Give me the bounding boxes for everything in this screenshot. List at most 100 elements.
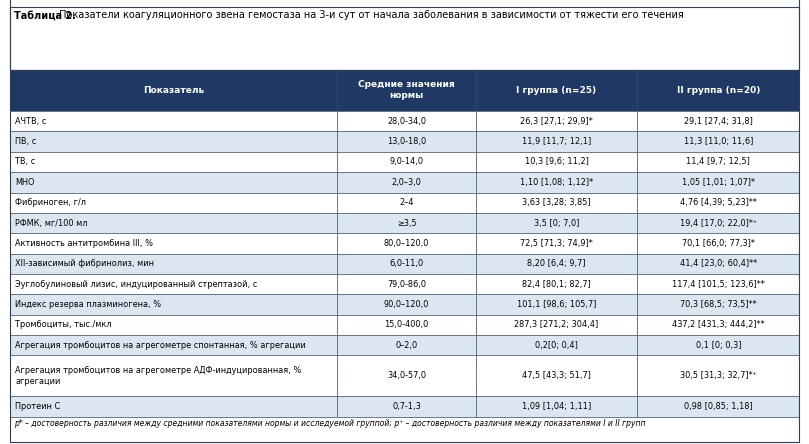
Text: 11,9 [11,7; 12,1]: 11,9 [11,7; 12,1] — [522, 137, 591, 146]
Text: 0–2,0: 0–2,0 — [396, 341, 417, 350]
Bar — [337, 193, 476, 213]
Text: 13,0-18,0: 13,0-18,0 — [387, 137, 426, 146]
Bar — [337, 315, 476, 335]
Bar — [10, 193, 337, 213]
Text: 3,63 [3,28; 3,85]: 3,63 [3,28; 3,85] — [522, 198, 591, 207]
Bar — [337, 131, 476, 152]
Bar — [10, 70, 337, 111]
Bar — [337, 213, 476, 233]
Text: 19,4 [17,0; 22,0]*⁺: 19,4 [17,0; 22,0]*⁺ — [680, 218, 757, 228]
Text: Средние значения
нормы: Средние значения нормы — [358, 80, 455, 100]
Bar — [637, 335, 799, 356]
Text: 70,3 [68,5; 73,5]**: 70,3 [68,5; 73,5]** — [680, 300, 756, 309]
Text: 0,1 [0; 0,3]: 0,1 [0; 0,3] — [696, 341, 741, 350]
Text: 287,3 [271,2; 304,4]: 287,3 [271,2; 304,4] — [515, 321, 599, 329]
Text: АЧТВ, с: АЧТВ, с — [15, 117, 47, 126]
Bar — [10, 7, 799, 70]
Text: Показатель: Показатель — [143, 86, 204, 95]
Bar — [337, 335, 476, 356]
Text: РФМК, мг/100 мл: РФМК, мг/100 мл — [15, 218, 88, 228]
Bar — [476, 294, 637, 315]
Bar — [637, 152, 799, 172]
Text: Агрегация тромбоцитов на агрегометре АДФ-индуцированная, %
агрегации: Агрегация тромбоцитов на агрегометре АДФ… — [15, 366, 302, 386]
Bar — [476, 152, 637, 172]
Bar — [337, 152, 476, 172]
Text: 1,05 [1,01; 1,07]*: 1,05 [1,01; 1,07]* — [682, 178, 755, 187]
Bar — [637, 233, 799, 254]
Bar — [476, 193, 637, 213]
Bar — [337, 396, 476, 416]
Bar — [637, 131, 799, 152]
Bar — [476, 233, 637, 254]
Text: 15,0-400,0: 15,0-400,0 — [384, 321, 429, 329]
Bar — [637, 274, 799, 294]
Text: 0,7-1,3: 0,7-1,3 — [392, 402, 421, 411]
Bar — [476, 315, 637, 335]
Text: 6,0-11,0: 6,0-11,0 — [389, 259, 424, 268]
Bar — [10, 131, 337, 152]
Bar — [337, 233, 476, 254]
Bar — [10, 274, 337, 294]
Bar — [10, 416, 799, 442]
Text: 4,76 [4,39; 5,23]**: 4,76 [4,39; 5,23]** — [680, 198, 756, 207]
Text: Фибриноген, г/л: Фибриноген, г/л — [15, 198, 87, 207]
Text: 0,2[0; 0,4]: 0,2[0; 0,4] — [535, 341, 578, 350]
Bar — [10, 294, 337, 315]
Bar — [10, 356, 337, 396]
Bar — [637, 111, 799, 131]
Text: 80,0–120,0: 80,0–120,0 — [383, 239, 429, 248]
Text: 101,1 [98,6; 105,7]: 101,1 [98,6; 105,7] — [517, 300, 596, 309]
Bar — [10, 70, 799, 442]
Bar — [637, 356, 799, 396]
Bar — [637, 254, 799, 274]
Bar — [10, 111, 337, 131]
Text: 2–4: 2–4 — [399, 198, 413, 207]
Bar — [637, 193, 799, 213]
Bar — [476, 254, 637, 274]
Text: 30,5 [31,3; 32,7]*⁺: 30,5 [31,3; 32,7]*⁺ — [680, 371, 756, 381]
Text: 82,4 [80,1; 82,7]: 82,4 [80,1; 82,7] — [522, 280, 591, 289]
Text: 1,09 [1,04; 1,11]: 1,09 [1,04; 1,11] — [522, 402, 591, 411]
Bar — [337, 254, 476, 274]
Text: 8,20 [6,4; 9,7]: 8,20 [6,4; 9,7] — [527, 259, 586, 268]
Text: 0,98 [0,85; 1,18]: 0,98 [0,85; 1,18] — [684, 402, 752, 411]
Text: 72,5 [71,3; 74,9]*: 72,5 [71,3; 74,9]* — [520, 239, 593, 248]
Bar — [476, 213, 637, 233]
Text: Тромбоциты, тыс./мкл: Тромбоциты, тыс./мкл — [15, 321, 112, 329]
Bar — [476, 396, 637, 416]
Text: ТВ, с: ТВ, с — [15, 158, 36, 166]
Text: 26,3 [27,1; 29,9]*: 26,3 [27,1; 29,9]* — [520, 117, 593, 126]
Text: 11,4 [9,7; 12,5]: 11,4 [9,7; 12,5] — [686, 158, 750, 166]
Text: 70,1 [66,0; 77,3]*: 70,1 [66,0; 77,3]* — [682, 239, 755, 248]
Text: 1,10 [1,08; 1,12]*: 1,10 [1,08; 1,12]* — [520, 178, 593, 187]
Bar — [476, 70, 637, 111]
Text: ПВ, с: ПВ, с — [15, 137, 36, 146]
Text: 41,4 [23,0; 60,4]**: 41,4 [23,0; 60,4]** — [680, 259, 757, 268]
Bar — [10, 172, 337, 193]
Text: 437,2 [431,3; 444,2]**: 437,2 [431,3; 444,2]** — [672, 321, 765, 329]
Text: 79,0-86,0: 79,0-86,0 — [387, 280, 426, 289]
Bar — [10, 152, 337, 172]
Text: XII-зависимый фибринолиз, мин: XII-зависимый фибринолиз, мин — [15, 259, 155, 268]
Text: 29,1 [27,4; 31,8]: 29,1 [27,4; 31,8] — [684, 117, 753, 126]
Bar — [337, 70, 476, 111]
Text: Показатели коагуляционного звена гемостаза на 3-и сут от начала заболевания в за: Показатели коагуляционного звена гемоста… — [56, 10, 684, 20]
Text: ≥3,5: ≥3,5 — [396, 218, 417, 228]
Bar — [10, 213, 337, 233]
Text: Эуглобулиновый лизис, индуцированный стрептазой, с: Эуглобулиновый лизис, индуцированный стр… — [15, 280, 257, 289]
Bar — [10, 396, 337, 416]
Bar — [637, 172, 799, 193]
Text: 90,0–120,0: 90,0–120,0 — [383, 300, 429, 309]
Text: р* – достоверность различия между средними показателями нормы и исследуемой груп: р* – достоверность различия между средни… — [14, 419, 646, 428]
Text: Активность антитромбина III, %: Активность антитромбина III, % — [15, 239, 154, 248]
Text: 9,0-14,0: 9,0-14,0 — [389, 158, 423, 166]
Text: 3,5 [0; 7,0]: 3,5 [0; 7,0] — [534, 218, 579, 228]
Bar — [476, 172, 637, 193]
Text: 47,5 [43,3; 51,7]: 47,5 [43,3; 51,7] — [522, 371, 591, 381]
Text: Агрегация тромбоцитов на агрегометре спонтанная, % агрегации: Агрегация тромбоцитов на агрегометре спо… — [15, 341, 306, 350]
Bar — [337, 294, 476, 315]
Bar — [337, 274, 476, 294]
Bar — [10, 233, 337, 254]
Bar — [476, 111, 637, 131]
Text: 2,0–3,0: 2,0–3,0 — [392, 178, 421, 187]
